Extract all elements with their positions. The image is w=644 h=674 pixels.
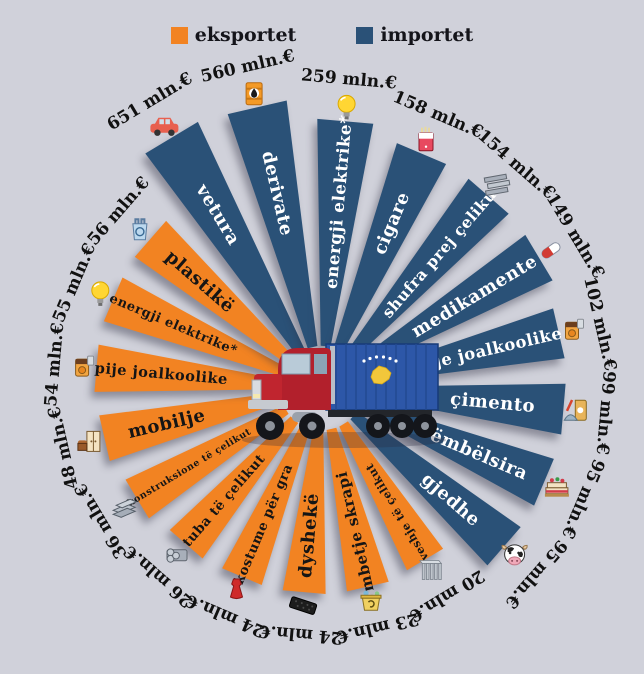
- truck-illustration: [242, 343, 446, 448]
- wedge-value: 36 mln.€: [71, 479, 132, 562]
- wedge-value: 651 mln.€: [104, 68, 197, 135]
- wedge-value: 23 mln.€: [334, 608, 421, 646]
- wedge-value: 158 mln.€: [390, 87, 486, 143]
- wedge-value: 55 mln.€: [49, 240, 100, 325]
- wedge-bar: [350, 411, 521, 566]
- steel-profiles-icon: [418, 560, 443, 580]
- legend: eksportet importet: [0, 24, 644, 46]
- wedge-bar: [282, 429, 326, 594]
- cow-icon: [501, 544, 528, 566]
- cement-bag-icon: [563, 399, 587, 421]
- dress-icon: [229, 578, 244, 600]
- wedge-value: 560 mln.€: [199, 46, 297, 87]
- lightbulb-icon: [337, 94, 356, 120]
- drink-icon: [75, 355, 95, 377]
- wedge-bar: [355, 234, 553, 371]
- truck-cab: [248, 346, 335, 422]
- wedge-bar: [227, 100, 318, 349]
- wedge-bar: [134, 220, 294, 365]
- eksportet-swatch: [170, 26, 188, 44]
- wedge-value: 95 mln.€: [557, 456, 608, 541]
- drink-icon: [565, 318, 584, 340]
- cigarettes-icon: [418, 126, 434, 152]
- wedge-bar: [169, 416, 299, 559]
- legend-item-eksportet: eksportet: [170, 24, 297, 46]
- kosovo-flag: [362, 355, 398, 385]
- pill-icon: [541, 242, 561, 259]
- legend-label-importet: importet: [380, 24, 474, 46]
- wedge-value: 99 mln.€: [592, 370, 619, 456]
- wedge-bar: [317, 118, 374, 347]
- wedge-bar: [339, 421, 444, 571]
- wedge-bar: [333, 143, 447, 352]
- wedge-bar: [125, 405, 289, 519]
- wedge-value: 259 mln.€: [300, 65, 398, 93]
- furniture-icon: [77, 430, 101, 452]
- truck-wheels: [256, 412, 437, 440]
- importet-swatch: [356, 26, 374, 44]
- oil-barrel-icon: [245, 82, 263, 106]
- plastic-bag-icon: [132, 218, 148, 241]
- wedge-value: 102 mln.€: [579, 275, 620, 373]
- scrap-bin-icon: [360, 589, 382, 611]
- wedge-bar: [326, 427, 389, 592]
- wedge-value: 54 mln.€: [41, 322, 68, 408]
- pipes-icon: [166, 548, 188, 563]
- truck-shadow: [242, 432, 446, 448]
- wedge-value: 24 mln.€: [258, 620, 344, 647]
- wedge-bar: [345, 178, 509, 360]
- mattress-icon: [289, 596, 318, 615]
- wedge-bar: [222, 424, 311, 585]
- wedge-value: 48 mln.€: [44, 404, 82, 491]
- wedge-bar: [103, 277, 286, 377]
- steel-bars-icon: [483, 173, 511, 197]
- wedge-bar: [94, 344, 281, 392]
- cake-icon: [544, 477, 569, 497]
- wedge-value: 149 mln.€: [542, 190, 609, 283]
- wedge-bar: [99, 392, 283, 461]
- lightbulb-icon: [91, 281, 110, 306]
- legend-item-importet: importet: [356, 24, 473, 46]
- car-icon: [150, 117, 179, 136]
- steel-beams-icon: [111, 498, 138, 518]
- legend-label-eksportet: eksportet: [194, 24, 297, 46]
- wedge-bar: [145, 121, 305, 355]
- truck-trailer: [325, 343, 439, 417]
